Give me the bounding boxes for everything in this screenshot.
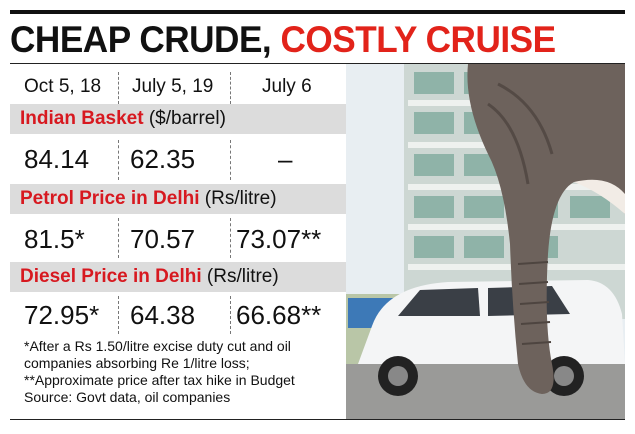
value-cell: 66.68** <box>236 300 322 330</box>
date-oct-5-18: Oct 5, 18 <box>24 76 102 97</box>
footnote-line: companies absorbing Re 1/litre loss; <box>24 355 250 371</box>
value-cell: 70.57 <box>130 224 196 254</box>
elephant-trunk-icon <box>338 64 625 419</box>
footnote-line: *After a Rs 1.50/litre excise duty cut a… <box>24 338 291 354</box>
value-cell: 81.5* <box>24 224 85 254</box>
section-petrol-price: Petrol Price in Delhi (Rs/litre) <box>10 184 346 214</box>
price-table: Oct 5, 18 July 5, 19 July 6 Indian Baske… <box>10 64 346 419</box>
date-july-5-19: July 5, 19 <box>132 76 214 97</box>
section-diesel-price: Diesel Price in Delhi (Rs/litre) <box>10 262 346 292</box>
values-row-diesel: 72.95* 64.38 66.68** <box>10 300 346 334</box>
graphic: Oct 5, 18 July 5, 19 July 6 Indian Baske… <box>10 63 625 420</box>
footnote-line: **Approximate price after tax hike in Bu… <box>24 372 295 388</box>
date-header-row: Oct 5, 18 July 5, 19 July 6 <box>10 72 346 104</box>
column-divider <box>230 218 231 258</box>
section-name: Diesel Price in Delhi <box>20 266 202 287</box>
value-cell: 64.38 <box>130 300 196 330</box>
source-line: Source: Govt data, oil companies <box>24 389 231 405</box>
value-cell: – <box>278 144 293 174</box>
section-indian-basket: Indian Basket ($/barrel) <box>10 104 346 134</box>
column-divider <box>230 296 231 334</box>
column-divider <box>230 140 231 180</box>
date-july-6: July 6 <box>262 76 312 97</box>
headline: CHEAP CRUDE, COSTLY CRUISE <box>10 18 556 62</box>
value-cell: 62.35 <box>130 144 196 174</box>
column-divider <box>118 218 119 258</box>
section-unit: ($/barrel) <box>148 108 226 129</box>
value-cell: 84.14 <box>24 144 90 174</box>
column-divider <box>118 296 119 334</box>
footnotes: *After a Rs 1.50/litre excise duty cut a… <box>24 338 342 406</box>
value-cell: 73.07** <box>236 224 322 254</box>
street-photo <box>338 64 625 419</box>
top-rule <box>10 10 625 14</box>
headline-part2: COSTLY CRUISE <box>280 19 557 60</box>
section-name: Indian Basket <box>20 108 144 129</box>
values-row-indian-basket: 84.14 62.35 – <box>10 144 346 178</box>
column-divider <box>118 140 119 180</box>
column-divider <box>230 72 231 104</box>
headline-part1: CHEAP CRUDE, <box>10 19 272 60</box>
section-unit: (Rs/litre) <box>206 266 279 287</box>
section-name: Petrol Price in Delhi <box>20 188 200 209</box>
section-unit: (Rs/litre) <box>204 188 277 209</box>
value-cell: 72.95* <box>24 300 100 330</box>
column-divider <box>118 72 119 104</box>
values-row-petrol: 81.5* 70.57 73.07** <box>10 224 346 258</box>
